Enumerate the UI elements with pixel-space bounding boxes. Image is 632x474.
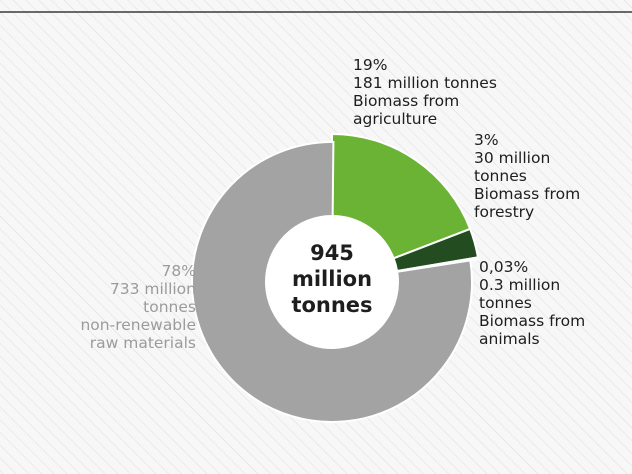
- donut-chart: [191, 132, 480, 423]
- label-line: forestry: [474, 203, 535, 221]
- label-line: 181 million tonnes: [353, 74, 497, 92]
- label-nonrenewable: 78% 733 million tonnes non-renewable raw…: [80, 262, 196, 352]
- donut-hole: [267, 217, 397, 347]
- donut-slice-non-renewable-raw-materials: [191, 141, 473, 423]
- label-forestry: 3% 30 million tonnes Biomass from forest…: [474, 131, 580, 221]
- donut-slice-biomass-from-agriculture: [331, 132, 472, 260]
- label-line: agriculture: [353, 110, 438, 128]
- label-line: 78%: [161, 262, 196, 280]
- label-line: raw materials: [89, 334, 196, 352]
- center-total-line: 945: [310, 241, 354, 265]
- label-line: 3%: [474, 131, 499, 149]
- center-total-line: million: [291, 267, 373, 291]
- label-line: tonnes: [143, 298, 196, 316]
- label-agriculture: 19% 181 million tonnes Biomass from agri…: [353, 56, 497, 128]
- label-line: Biomass from: [353, 92, 460, 110]
- label-line: 0,03%: [479, 258, 529, 276]
- label-line: 30 million: [474, 149, 551, 167]
- label-animals: 0,03% 0.3 million tonnes Biomass from an…: [479, 258, 585, 348]
- label-line: 19%: [353, 56, 388, 74]
- label-line: Biomass from: [479, 312, 586, 330]
- label-line: tonnes: [474, 167, 527, 185]
- label-line: Biomass from: [474, 185, 581, 203]
- label-line: tonnes: [479, 294, 532, 312]
- label-line: 733 million: [109, 280, 196, 298]
- label-line: 0.3 million: [479, 276, 561, 294]
- center-total-line: tonnes: [291, 293, 373, 317]
- center-total-label: 945 million tonnes: [276, 240, 388, 318]
- label-line: animals: [479, 330, 540, 348]
- label-line: non-renewable: [80, 316, 196, 334]
